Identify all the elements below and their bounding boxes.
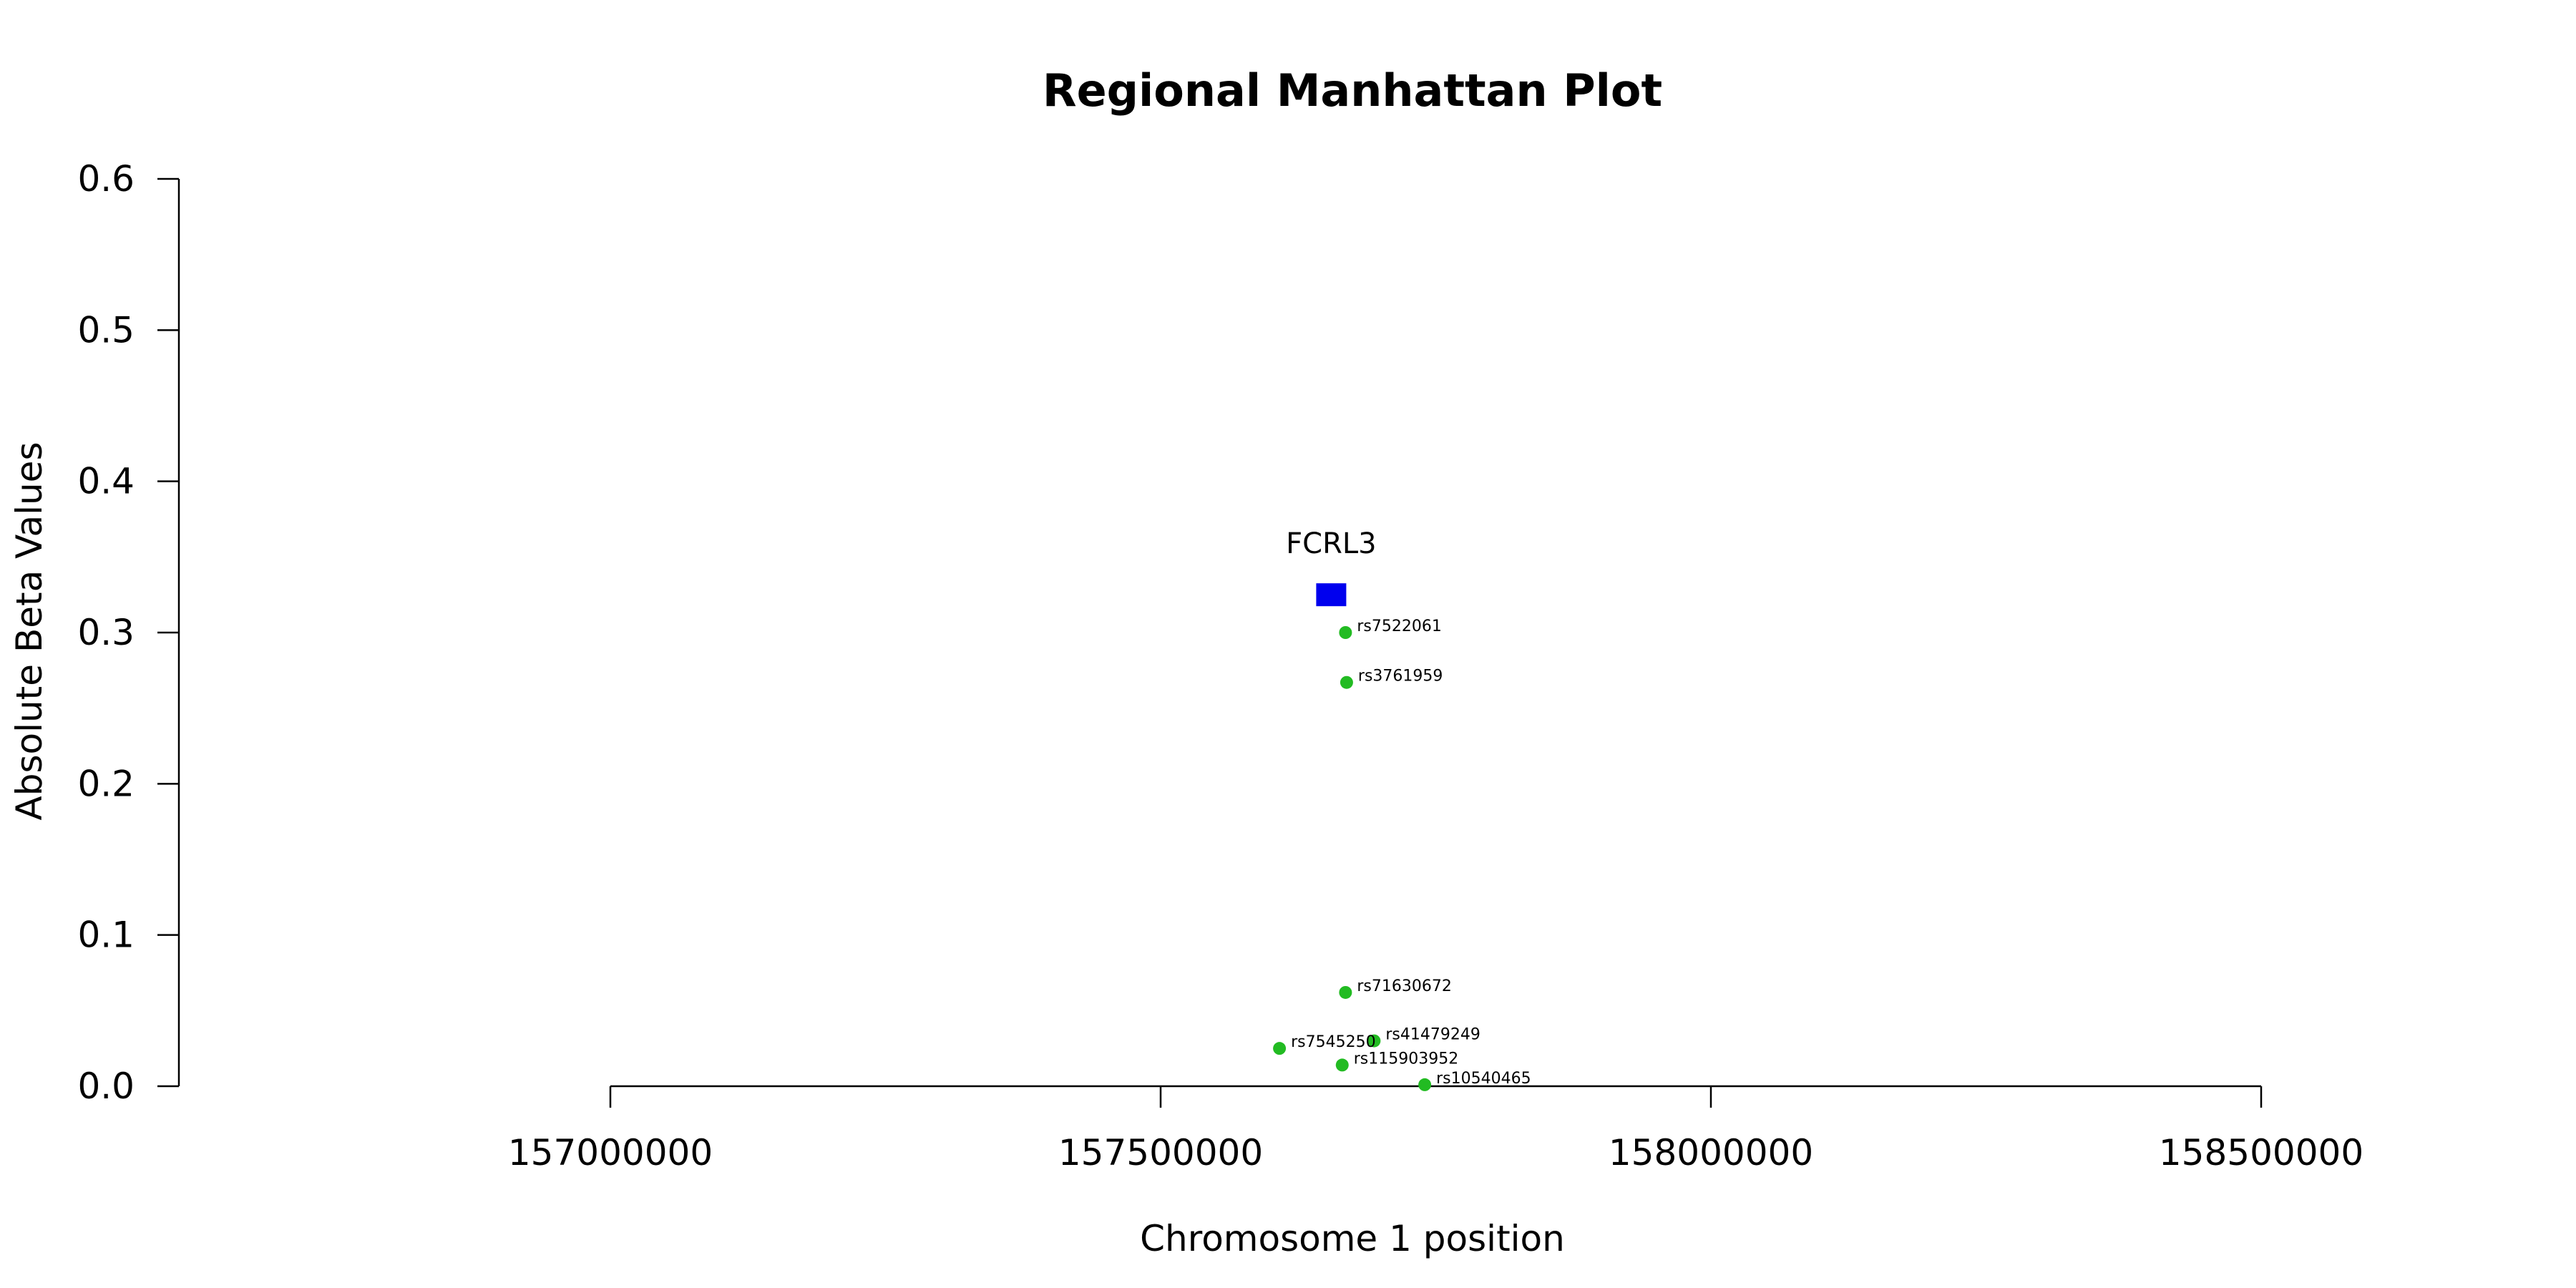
snp-point <box>1339 626 1352 639</box>
y-tick-label: 0.4 <box>77 461 135 502</box>
x-axis: 157000000 157500000 158000000 158500000 <box>508 1085 2363 1174</box>
snp-point <box>1418 1078 1432 1091</box>
y-tick-label: 0.1 <box>77 914 135 956</box>
snp-point <box>1273 1042 1287 1055</box>
snp-label: rs41479249 <box>1385 1026 1480 1044</box>
y-tick-label: 0.2 <box>77 763 135 804</box>
gene-marker <box>1316 583 1347 607</box>
snp-layer: rs7522061 rs3761959 rs71630672 rs41479249 rs… <box>1273 618 1531 1091</box>
snp-point <box>1335 1058 1349 1072</box>
x-tick-label: 158000000 <box>1609 1132 1813 1174</box>
snp-point <box>1340 675 1353 689</box>
x-tick-label: 157500000 <box>1058 1132 1263 1174</box>
snp-label: rs7545250 <box>1291 1033 1376 1051</box>
x-tick-label: 158500000 <box>2159 1132 2363 1174</box>
y-tick-label: 0.5 <box>77 309 135 351</box>
y-axis-label: Absolute Beta Values <box>9 442 50 821</box>
snp-label: rs115903952 <box>1354 1050 1458 1068</box>
y-tick-label: 0.0 <box>77 1065 135 1107</box>
snp-label: rs3761959 <box>1358 668 1443 686</box>
y-tick-label: 0.6 <box>77 158 135 200</box>
gene-label: FCRL3 <box>1286 527 1376 560</box>
y-tick-label: 0.3 <box>77 612 135 653</box>
chart-title: Regional Manhattan Plot <box>1043 64 1662 117</box>
gene-layer: FCRL3 <box>1286 527 1377 607</box>
snp-point <box>1339 985 1352 999</box>
x-tick-label: 157000000 <box>508 1132 713 1174</box>
y-axis: 0.0 0.1 0.2 0.3 0.4 0.5 0.6 <box>77 158 180 1107</box>
snp-label: rs7522061 <box>1357 618 1442 635</box>
snp-point <box>1367 1034 1381 1048</box>
snp-label: rs71630672 <box>1357 977 1451 995</box>
x-axis-label: Chromosome 1 position <box>1140 1218 1565 1259</box>
snp-label: rs10540465 <box>1436 1070 1531 1088</box>
